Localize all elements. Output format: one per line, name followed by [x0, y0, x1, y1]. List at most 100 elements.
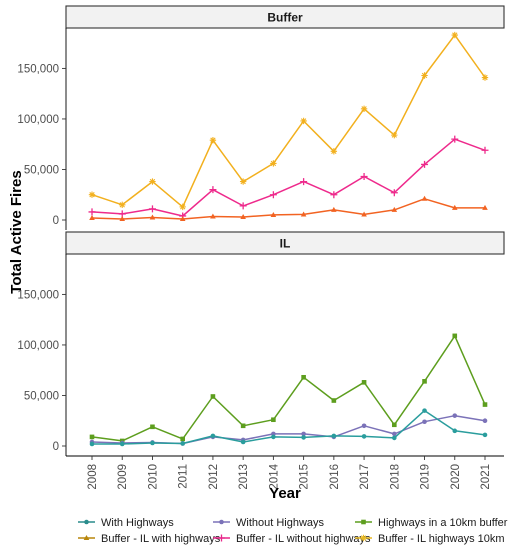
legend: With Highways Buffer - IL with highways Wi…: [78, 517, 508, 545]
legend-label: Highways in a 10km buffer: [378, 517, 508, 529]
data-point: [482, 402, 488, 407]
x-tick-label: 2011: [178, 464, 190, 489]
strip-buffer: [65, 5, 505, 29]
data-point: [150, 424, 155, 430]
data-point: [240, 439, 246, 445]
legend-label: Buffer - IL without highways: [236, 533, 371, 545]
series-without-highways: [89, 413, 488, 446]
x-tick-label: 2021: [480, 464, 492, 490]
data-point: [391, 206, 398, 212]
data-point: [331, 206, 337, 212]
strip-title-buffer: Buffer: [267, 11, 303, 25]
x-axis-title: Year: [269, 485, 301, 502]
x-tick-label: 2010: [147, 464, 159, 490]
data-point: [421, 160, 429, 168]
data-point: [89, 434, 95, 440]
data-point: [210, 213, 216, 219]
data-point: [210, 433, 216, 439]
data-point: [392, 435, 397, 441]
data-point: [240, 213, 246, 219]
y-ticks-buffer: 0 50,000 100,000 150,000: [17, 63, 66, 227]
data-point: [452, 428, 458, 434]
series-buffer-il-with-highways: [89, 195, 488, 221]
data-point: [330, 191, 338, 199]
x-tick-label: 2015: [299, 464, 311, 490]
data-point: [360, 105, 368, 113]
x-tick-label: 2018: [389, 464, 401, 490]
data-point: [88, 191, 96, 198]
legend-item-buffer-il-without-highways: Buffer - IL without highways: [213, 533, 371, 545]
series-line-with-highways: [92, 409, 486, 445]
legend-key-marker: [84, 519, 89, 525]
data-point: [89, 441, 95, 447]
data-point: [361, 211, 367, 217]
data-point: [239, 178, 247, 185]
data-point: [148, 205, 156, 213]
y-tick-label: 0: [53, 215, 59, 227]
data-point: [331, 398, 337, 403]
y-tick-label: 100,000: [17, 340, 59, 352]
legend-item-buffer-il-with-highways: Buffer - IL with highways: [78, 533, 221, 545]
legend-item-without-highways: Without Highways: [213, 517, 325, 529]
x-ticks: 2008 2009 2010 2011 2012 2013 2014 2015 2016 2017…: [87, 456, 492, 490]
strip-title-il: IL: [280, 237, 291, 251]
y-tick-label: 0: [53, 441, 59, 453]
data-point: [360, 173, 368, 181]
x-tick-label: 2009: [117, 464, 129, 490]
data-point: [301, 374, 306, 380]
legend-label: Without Highways: [236, 517, 325, 529]
series-group-il: [89, 333, 488, 447]
series-group-buffer: [88, 31, 489, 221]
data-point: [361, 423, 367, 429]
series-buffer-il-highways-10km: [88, 31, 489, 211]
data-point: [330, 148, 338, 155]
data-point: [421, 72, 428, 79]
legend-key-marker: [361, 519, 366, 525]
series-highways-in-a-10km-buffer: [89, 333, 488, 444]
data-point: [179, 215, 186, 221]
data-point: [361, 380, 367, 385]
series-line-buffer-il-without-highways: [91, 138, 486, 217]
data-point: [361, 434, 367, 439]
y-tick-label: 50,000: [24, 390, 59, 402]
legend-key-marker: [83, 535, 90, 540]
legend-item-buffer-il-highways-10km: Buffer - IL highways 10km: [355, 533, 505, 545]
data-point: [89, 214, 95, 220]
data-point: [301, 435, 306, 440]
series-line-highways-in-a-10km-buffer: [91, 335, 486, 442]
x-tick-label: 2017: [359, 464, 371, 490]
data-point: [269, 191, 277, 199]
data-point: [331, 433, 337, 439]
y-tick-label: 100,000: [17, 114, 59, 126]
data-point: [482, 418, 488, 424]
legend-key-marker: [360, 534, 367, 542]
data-point: [452, 333, 458, 339]
data-point: [482, 204, 488, 210]
data-point: [180, 436, 185, 442]
data-point: [210, 394, 216, 399]
data-point: [300, 211, 307, 217]
data-point: [392, 422, 397, 428]
y-tick-label: 150,000: [17, 289, 59, 301]
x-tick-label: 2014: [268, 463, 280, 489]
data-point: [482, 432, 488, 438]
x-tick-label: 2019: [420, 464, 432, 490]
data-point: [119, 215, 126, 221]
data-point: [390, 189, 398, 197]
data-point: [391, 131, 398, 139]
legend-label: Buffer - IL highways 10km: [378, 533, 505, 545]
strip-il: [65, 231, 505, 255]
y-axis-title: Total Active Fires: [8, 170, 25, 293]
x-tick-label: 2016: [329, 464, 341, 490]
legend-label: Buffer - IL with highways: [101, 533, 221, 545]
data-point: [451, 204, 458, 210]
data-point: [392, 431, 397, 437]
data-point: [300, 178, 308, 186]
data-point: [481, 146, 489, 154]
data-point: [451, 31, 458, 39]
data-point: [180, 441, 185, 446]
data-point: [270, 211, 277, 217]
series-with-highways: [89, 408, 488, 447]
data-point: [422, 379, 427, 384]
